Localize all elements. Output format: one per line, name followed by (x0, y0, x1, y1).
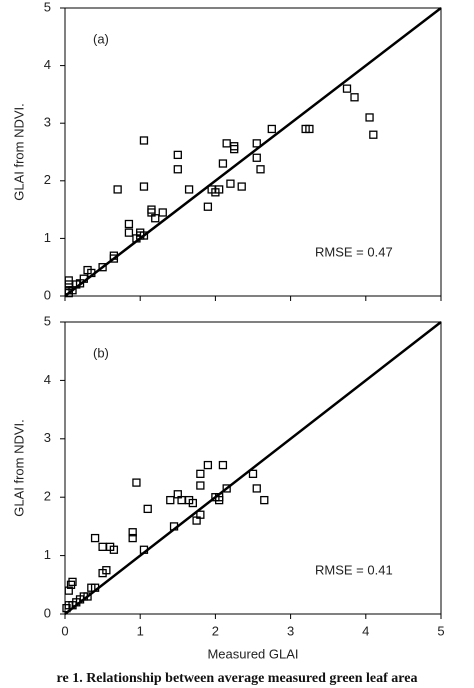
point (166, 495, 175, 505)
y-tick-label: 1 (44, 230, 51, 245)
panel-label: (b) (93, 345, 109, 360)
point (113, 185, 122, 194)
point (252, 484, 261, 493)
x-axis-label: Measured GLAI (207, 646, 298, 661)
point (196, 510, 205, 519)
x-tick-label: 1 (137, 623, 144, 638)
one-to-one-line (64, 7, 442, 297)
plot-frame (64, 7, 442, 297)
point (252, 139, 261, 148)
x-tick-label: 3 (287, 623, 294, 638)
point (188, 498, 197, 508)
point (203, 460, 213, 470)
y-tick-label: 4 (44, 57, 51, 72)
point (218, 460, 228, 470)
point (215, 185, 224, 194)
panel-label: (a) (93, 31, 109, 46)
point (350, 93, 359, 102)
y-tick-label: 1 (44, 547, 51, 562)
point (90, 583, 100, 592)
y-tick-label: 2 (44, 172, 51, 187)
point (102, 566, 111, 575)
point (203, 202, 213, 211)
point (109, 254, 119, 263)
point (124, 219, 134, 229)
point (215, 495, 224, 505)
point (196, 469, 205, 478)
x-tick-label: 2 (212, 623, 219, 638)
point (128, 528, 137, 537)
point (342, 84, 352, 93)
point (128, 533, 137, 543)
point (226, 179, 235, 188)
figure: 0 1 2 3 4 5 (a) RMSE = 0.47 GLAI from NDVI. 0 1 2 3 4… (11, 0, 444, 661)
point (222, 484, 231, 493)
point (68, 577, 77, 587)
point (98, 263, 107, 272)
point (230, 142, 239, 151)
point (98, 542, 107, 551)
y-tick-label: 3 (44, 115, 51, 130)
point (83, 592, 92, 601)
point (132, 478, 141, 487)
caption: re 1. Relationship between average measu… (56, 671, 418, 686)
rmse-label: RMSE = 0.47 (315, 244, 393, 259)
point (64, 586, 73, 595)
point (305, 124, 314, 134)
y-tick-label: 5 (44, 313, 51, 328)
point (139, 231, 149, 240)
point (248, 469, 258, 478)
x-tick-label: 0 (61, 623, 68, 638)
x-tick-label: 4 (362, 623, 369, 638)
point (158, 208, 167, 217)
point (365, 113, 374, 122)
point (252, 153, 261, 162)
plot-frame (64, 321, 442, 615)
one-to-one-line (64, 321, 442, 615)
y-tick-label: 2 (44, 489, 51, 504)
point (79, 274, 88, 283)
point (196, 481, 205, 490)
point (139, 545, 149, 554)
x-tick-label: 5 (437, 623, 444, 638)
point (173, 150, 182, 160)
point (139, 182, 149, 191)
y-tick-label: 0 (44, 605, 51, 620)
point (143, 504, 152, 514)
y-tick-label: 4 (44, 372, 51, 387)
point (87, 268, 96, 278)
point (237, 182, 246, 191)
point (151, 214, 160, 223)
y-tick-label: 0 (44, 287, 51, 302)
point (256, 165, 265, 174)
point (169, 522, 179, 531)
y-axis-label: GLAI from NDVI. (11, 419, 26, 517)
rmse-label: RMSE = 0.41 (315, 562, 393, 577)
point (109, 545, 119, 554)
point (369, 130, 378, 139)
point (124, 228, 134, 237)
point (260, 495, 269, 505)
point (90, 533, 100, 543)
y-tick-label: 3 (44, 430, 51, 445)
y-axis-label: GLAI from NDVI. (11, 103, 26, 201)
y-tick-label: 5 (44, 0, 51, 14)
point (147, 205, 156, 214)
point (173, 165, 182, 174)
point (267, 124, 276, 134)
point (184, 185, 194, 194)
point (222, 139, 231, 148)
point (139, 136, 149, 145)
point (218, 159, 228, 168)
